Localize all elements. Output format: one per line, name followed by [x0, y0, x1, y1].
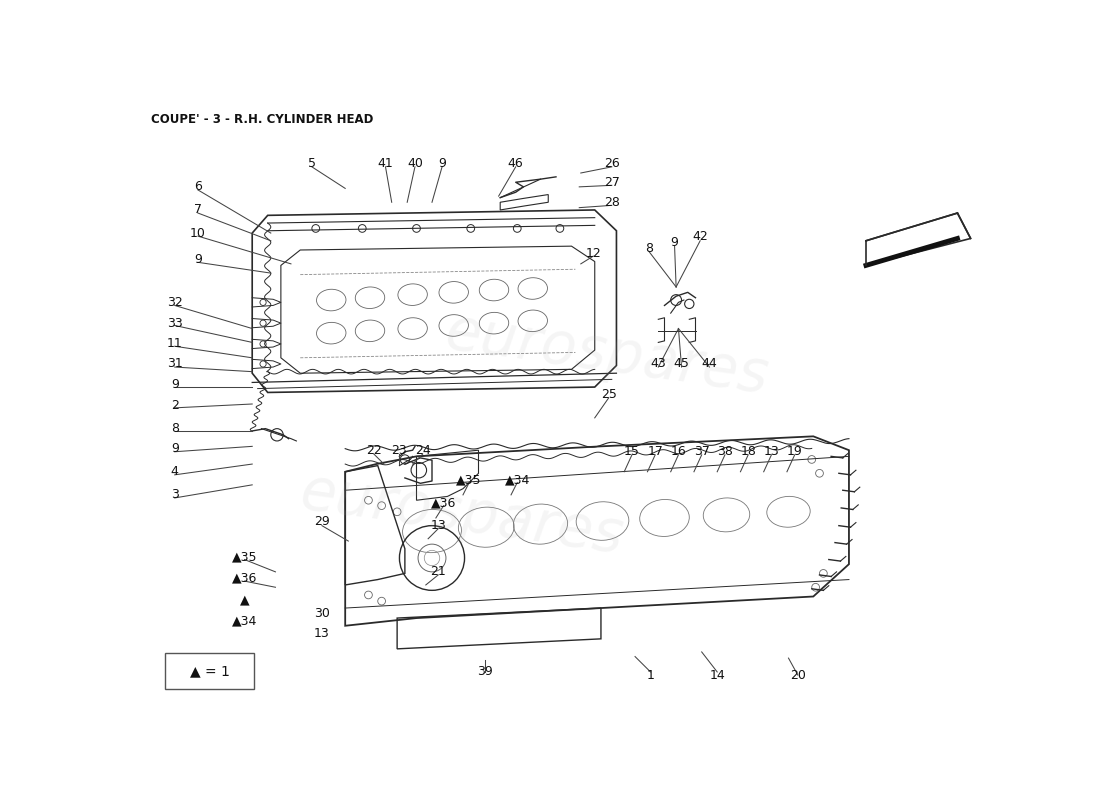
Text: ▲ = 1: ▲ = 1: [189, 664, 230, 678]
Text: 29: 29: [315, 514, 330, 527]
Text: ▲: ▲: [240, 594, 250, 607]
Text: eurospares: eurospares: [296, 464, 627, 566]
Text: 14: 14: [710, 669, 725, 682]
Text: 22: 22: [366, 444, 382, 457]
Text: 2: 2: [170, 399, 178, 412]
Text: 20: 20: [790, 669, 805, 682]
Text: 46: 46: [508, 158, 524, 170]
Text: 38: 38: [717, 446, 733, 458]
Text: 37: 37: [694, 446, 710, 458]
Text: 19: 19: [786, 446, 803, 458]
Text: 28: 28: [604, 196, 619, 209]
Text: 45: 45: [673, 358, 690, 370]
Text: 33: 33: [167, 317, 183, 330]
Text: 31: 31: [167, 358, 183, 370]
Text: ▲34: ▲34: [505, 473, 530, 486]
Text: 26: 26: [604, 158, 619, 170]
Text: 43: 43: [650, 358, 667, 370]
Text: 3: 3: [170, 488, 178, 502]
Text: 5: 5: [308, 158, 316, 170]
Text: 4: 4: [170, 466, 178, 478]
Text: 9: 9: [170, 378, 178, 391]
Text: 9: 9: [194, 253, 202, 266]
Text: 23: 23: [392, 444, 407, 457]
Text: 13: 13: [315, 627, 330, 640]
Text: 21: 21: [430, 566, 447, 578]
Text: 32: 32: [167, 296, 183, 309]
Text: 11: 11: [167, 338, 183, 350]
Text: 12: 12: [585, 247, 601, 260]
Text: 8: 8: [170, 422, 178, 435]
Text: 1: 1: [647, 669, 654, 682]
Text: 8: 8: [645, 242, 653, 255]
Text: 18: 18: [740, 446, 756, 458]
Text: 9: 9: [438, 158, 446, 170]
Text: 41: 41: [377, 158, 394, 170]
Text: 25: 25: [601, 388, 617, 402]
Text: ▲35: ▲35: [456, 473, 482, 486]
Text: 9: 9: [671, 236, 679, 249]
Text: 44: 44: [702, 358, 717, 370]
Text: 27: 27: [604, 176, 619, 189]
Text: ▲34: ▲34: [232, 614, 257, 628]
Text: 13: 13: [763, 446, 779, 458]
Text: 30: 30: [314, 607, 330, 620]
Text: 13: 13: [430, 519, 447, 532]
Text: 24: 24: [415, 444, 430, 457]
Text: 6: 6: [194, 180, 202, 194]
Text: ▲36: ▲36: [232, 571, 257, 585]
Text: COUPE' - 3 - R.H. CYLINDER HEAD: COUPE' - 3 - R.H. CYLINDER HEAD: [152, 113, 374, 126]
Text: eurospares: eurospares: [441, 304, 772, 406]
Text: 9: 9: [170, 442, 178, 455]
Text: 39: 39: [476, 666, 493, 678]
Text: ▲35: ▲35: [232, 550, 257, 563]
Text: 15: 15: [624, 446, 640, 458]
Text: 16: 16: [671, 446, 686, 458]
Text: ▲36: ▲36: [431, 496, 456, 509]
Text: 17: 17: [647, 446, 663, 458]
Text: 40: 40: [407, 158, 422, 170]
Text: 7: 7: [194, 203, 202, 217]
Text: 10: 10: [190, 226, 206, 239]
Text: 42: 42: [692, 230, 708, 243]
FancyBboxPatch shape: [165, 654, 254, 689]
